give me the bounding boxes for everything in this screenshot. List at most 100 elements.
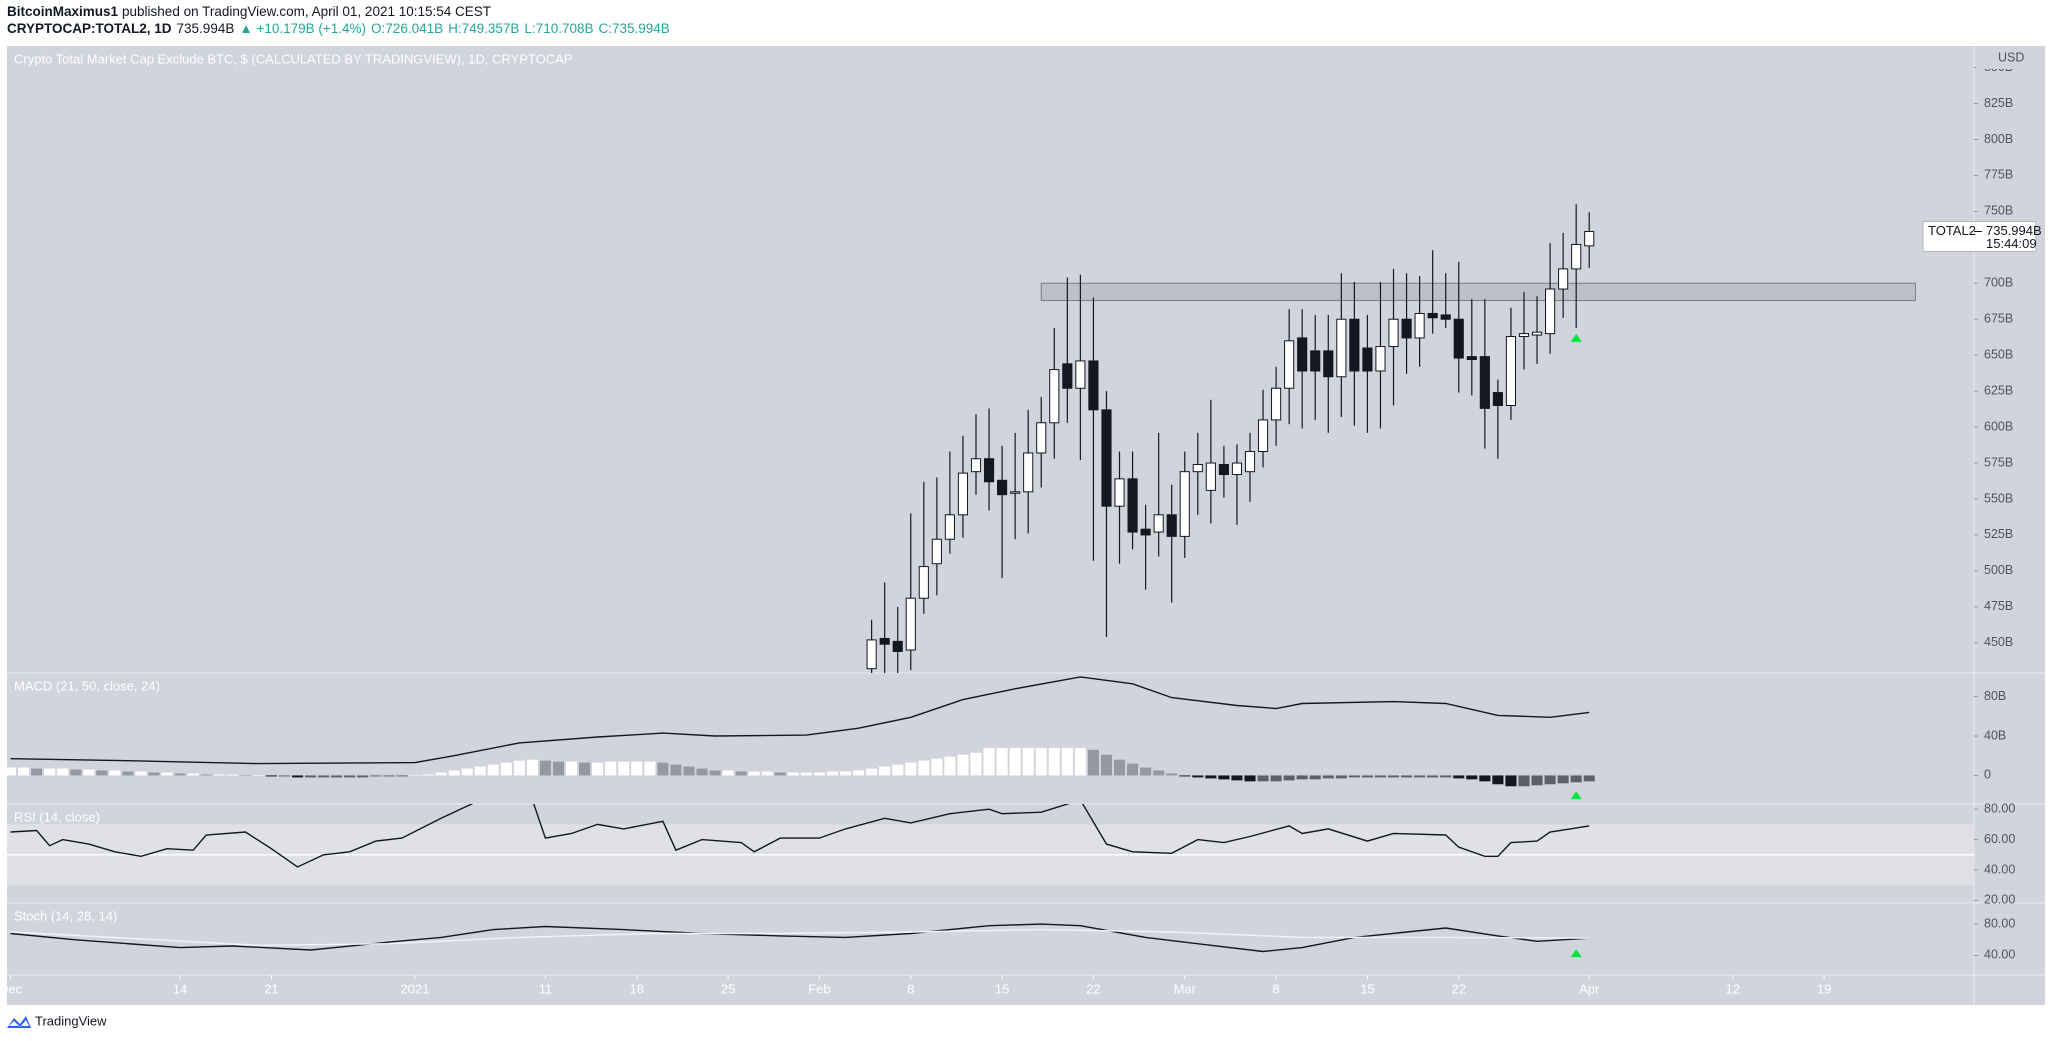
footer-brand: TradingView: [35, 1013, 107, 1028]
candle-body: [1297, 337, 1308, 372]
candle-body: [1114, 478, 1125, 507]
candle-body: [1284, 340, 1295, 389]
histogram-bar: [670, 764, 682, 776]
candle-body: [1336, 318, 1347, 378]
candle-body: [1166, 514, 1177, 537]
y-tick-label: 700B: [1984, 276, 2013, 290]
histogram-bar: [474, 766, 486, 776]
x-tick-label: Dec: [0, 981, 23, 996]
candle-body: [1440, 314, 1451, 320]
y-tick-label: 40.00: [1984, 862, 2015, 876]
histogram-bar: [800, 772, 812, 776]
candle-body: [1505, 335, 1517, 407]
histogram-bar: [1283, 775, 1295, 781]
histogram-bar: [1309, 775, 1321, 780]
histogram-bar: [918, 760, 930, 776]
histogram-bar: [1113, 759, 1126, 776]
x-tick-label: 8: [907, 981, 914, 996]
histogram-bar: [435, 772, 447, 776]
y-tick-label: 775B: [1984, 168, 2013, 182]
resistance-zone: [1040, 282, 1916, 302]
indicator-line: [10, 928, 1590, 947]
candle-body: [970, 458, 982, 473]
x-tick-label: 14: [173, 981, 187, 996]
histogram-bar: [1087, 749, 1099, 776]
symbol: CRYPTOCAP:TOTAL2, 1D: [7, 21, 172, 36]
candle-body: [931, 538, 942, 565]
x-tick-label: Mar: [1174, 981, 1197, 996]
histogram-bar: [944, 756, 956, 776]
histogram-bar: [1192, 775, 1204, 778]
low: L:710.708B: [524, 21, 593, 36]
y-tick-label: 650B: [1984, 347, 2013, 361]
x-tick-label: 21: [264, 981, 278, 996]
y-tick-label: 675B: [1984, 312, 2013, 326]
candle-body: [866, 639, 877, 670]
y-tick-label: 0: [1984, 768, 1991, 782]
candle-body: [1453, 318, 1464, 359]
pane-title: Crypto Total Market Cap Exclude BTC, $ (…: [14, 51, 572, 66]
candle-body: [1349, 318, 1360, 372]
pane: [10, 923, 1590, 958]
y-tick-label: 525B: [1984, 527, 2013, 541]
histogram-bar: [1479, 775, 1491, 782]
x-tick-label: 19: [1817, 981, 1831, 996]
histogram-bar: [1061, 747, 1073, 776]
histogram-bar: [252, 775, 264, 776]
candle-body: [1140, 528, 1151, 536]
y-tick-label: 475B: [1984, 599, 2013, 613]
symbol-line: CRYPTOCAP:TOTAL2, 1D 735.994B ▲ +10.179B (…: [7, 21, 670, 36]
candle-body: [1492, 392, 1503, 407]
histogram-bar: [422, 774, 434, 776]
histogram-bar: [1100, 754, 1113, 776]
histogram-bar: [187, 773, 199, 776]
histogram-bar: [605, 761, 617, 776]
pane: [866, 204, 1916, 673]
histogram-bar: [31, 768, 43, 776]
candle-body: [944, 514, 955, 540]
histogram-bar: [448, 770, 460, 776]
histogram-bar: [1296, 775, 1308, 780]
histogram-bar: [331, 775, 343, 778]
histogram-bar: [1361, 775, 1373, 778]
histogram-bar: [696, 768, 708, 776]
histogram-bar: [866, 768, 878, 776]
candle-body: [1323, 350, 1334, 378]
histogram-bar: [539, 760, 551, 776]
signal-arrow: [1570, 333, 1582, 342]
histogram-bar: [135, 771, 147, 776]
histogram-bar: [879, 766, 891, 776]
logo-icon: [7, 1016, 31, 1028]
candle-body: [1584, 231, 1595, 247]
candle-body: [1127, 478, 1138, 533]
histogram-bar: [1531, 775, 1543, 786]
histogram-bar: [344, 775, 356, 778]
histogram-bar: [853, 770, 865, 776]
candle-body: [1010, 491, 1021, 494]
candle-body: [1531, 331, 1543, 336]
histogram-bar: [579, 762, 591, 776]
x-tick-label: 22: [1086, 981, 1100, 996]
x-tick-label: 12: [1726, 981, 1740, 996]
x-tick-label: Apr: [1579, 981, 1600, 996]
candle-body: [1362, 347, 1373, 372]
last-price-box: [1922, 221, 2037, 253]
histogram-bar: [1387, 775, 1400, 778]
candle-body: [905, 597, 916, 651]
currency-label: USD: [1998, 50, 2024, 64]
candle-body: [1518, 333, 1530, 337]
histogram-bar: [291, 775, 304, 778]
histogram-bar: [487, 764, 499, 776]
histogram-bar: [265, 775, 277, 777]
histogram-bar: [1335, 775, 1347, 779]
histogram-bar: [709, 770, 721, 776]
histogram-bar: [748, 771, 760, 776]
signal-arrow: [1570, 791, 1582, 800]
histogram-bar: [1427, 775, 1439, 778]
histogram-bar: [305, 775, 317, 778]
histogram-bar: [174, 773, 186, 776]
histogram-bar: [1466, 775, 1478, 780]
histogram-bar: [552, 761, 565, 776]
